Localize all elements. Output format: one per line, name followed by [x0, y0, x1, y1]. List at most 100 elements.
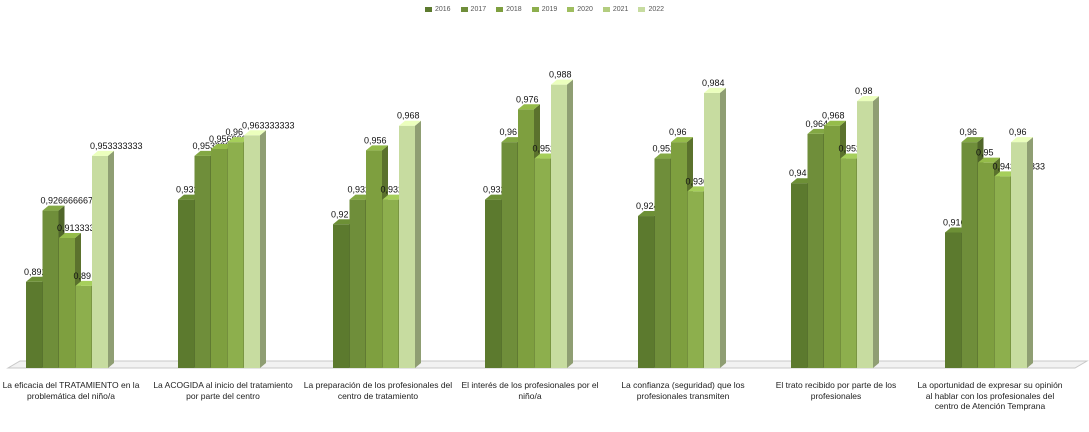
data-label: 0,976 — [516, 94, 539, 104]
data-label: 0,956 — [364, 135, 387, 145]
legend-swatch — [638, 6, 646, 12]
bar — [42, 210, 59, 368]
data-label: 0,92 — [331, 209, 349, 219]
legend-label: 2017 — [470, 6, 487, 13]
bar-top — [704, 87, 726, 93]
bar-side — [260, 130, 266, 368]
bar — [978, 162, 994, 368]
bar-top — [857, 96, 879, 102]
legend-swatch — [460, 6, 468, 12]
legend-item: 2016 — [424, 6, 451, 13]
data-label: 0,988 — [549, 70, 572, 80]
legend-item: 2022 — [638, 6, 664, 13]
bar — [92, 155, 108, 368]
data-label: 0,968 — [397, 111, 420, 121]
bar — [534, 158, 551, 368]
bar — [26, 281, 42, 368]
bar — [399, 125, 415, 368]
bar — [857, 101, 873, 369]
bar — [382, 199, 399, 368]
bar-top — [824, 120, 846, 126]
data-label: 0,96 — [960, 127, 978, 137]
data-label: 0,953333333 — [90, 141, 143, 151]
bar-top — [1011, 137, 1033, 143]
legend-label: 2016 — [434, 6, 451, 13]
category-label: El interés de los profesionales por el n… — [461, 380, 599, 401]
data-label: 0,913333333 — [57, 223, 110, 233]
legend-label: 2018 — [506, 6, 522, 13]
bar — [501, 142, 518, 368]
bar-top — [244, 130, 266, 136]
legend-item: 2017 — [460, 6, 487, 13]
bar-side — [1027, 137, 1033, 368]
data-label: 0,96 — [500, 127, 518, 137]
data-label: 0,984 — [702, 78, 725, 88]
bar — [945, 232, 961, 368]
category-label: La ACOGIDA al inicio del tratamiento por… — [153, 380, 293, 401]
bar — [75, 285, 92, 368]
bar-side — [108, 150, 114, 368]
bar — [1011, 142, 1027, 368]
bar — [211, 148, 227, 368]
legend-swatch — [602, 6, 610, 12]
data-label: 0,963333333 — [242, 120, 295, 130]
data-label: 0,932 — [381, 185, 404, 195]
bar — [791, 183, 807, 368]
data-label: 0,952 — [839, 144, 862, 154]
bar — [194, 155, 211, 368]
data-label: 0,892 — [24, 267, 47, 277]
legend-item: 2020 — [567, 6, 593, 13]
bar — [671, 142, 687, 368]
legend-swatch — [424, 6, 432, 12]
data-label: 0,96 — [669, 127, 687, 137]
bar-top — [399, 120, 421, 126]
bar — [654, 158, 671, 368]
category-label: La oportunidad de expresar su opinión al… — [917, 380, 1063, 411]
data-label: 0,932 — [483, 185, 506, 195]
bar — [994, 176, 1011, 368]
legend-swatch — [531, 6, 539, 12]
bar — [961, 142, 978, 368]
bar-top — [59, 232, 81, 238]
bar-top — [518, 104, 540, 110]
data-label: 0,952 — [653, 144, 676, 154]
data-label: 0,95 — [976, 148, 994, 158]
data-label: 0,89 — [74, 271, 92, 281]
data-label: 0,96 — [226, 127, 244, 137]
legend-item: 2021 — [602, 6, 629, 13]
bar-top — [551, 79, 573, 85]
bar-top — [978, 157, 1000, 163]
bar — [178, 199, 194, 368]
bar-side — [567, 79, 573, 368]
category-label: La confianza (seguridad) que los profesi… — [621, 380, 745, 401]
bar — [518, 109, 534, 368]
bar — [704, 92, 720, 368]
category-label: La eficacia del TRATAMIENTO en la proble… — [2, 380, 140, 401]
bar-top — [961, 137, 984, 143]
bar — [687, 191, 704, 368]
data-label: 0,924 — [636, 201, 659, 211]
legend-label: 2020 — [577, 6, 593, 13]
data-label: 0,932 — [348, 185, 371, 195]
bar-side — [720, 87, 726, 368]
legend-swatch — [567, 6, 575, 12]
data-label: 0,96 — [1009, 127, 1027, 137]
bar — [227, 142, 244, 368]
data-label: 0,94 — [789, 168, 807, 178]
data-label: 0,936 — [686, 176, 709, 186]
bar-side — [415, 120, 421, 368]
legend-item: 2019 — [531, 6, 558, 13]
bar — [638, 216, 654, 368]
bar — [551, 84, 567, 368]
data-label: 0,932 — [176, 185, 199, 195]
legend-label: 2022 — [648, 6, 665, 13]
bar-top — [366, 145, 388, 151]
legend-label: 2019 — [541, 6, 558, 13]
legend-label: 2021 — [612, 6, 629, 13]
chart-legend: 2016 2017 2018 2019 2020 2021 2022 — [0, 6, 1089, 13]
bar — [59, 237, 75, 368]
legend-item: 2018 — [496, 6, 522, 13]
bar — [485, 199, 501, 368]
bar — [807, 133, 824, 368]
